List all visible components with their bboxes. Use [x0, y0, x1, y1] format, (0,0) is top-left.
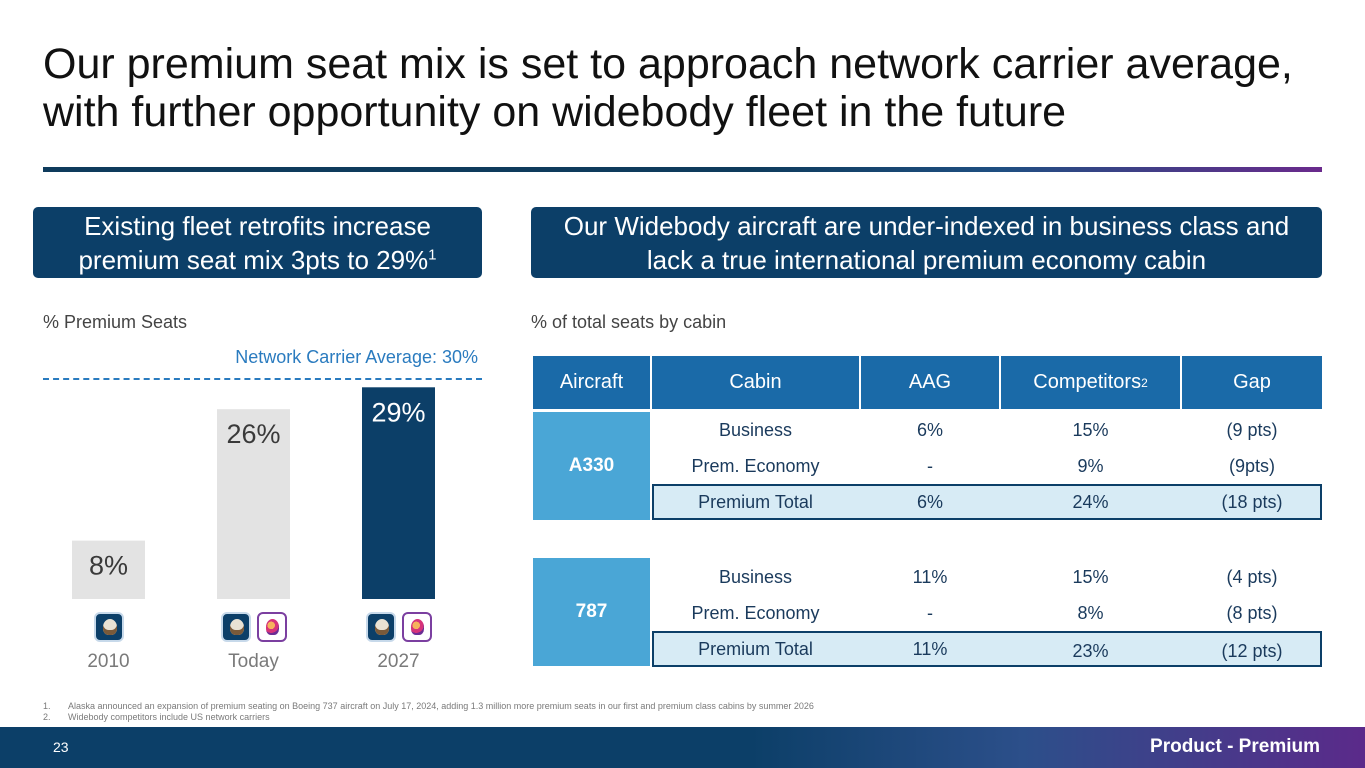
premium-seats-bar-chart: 8% 2010 26% Today 29% 2027: [72, 387, 435, 672]
title-divider: [43, 167, 1322, 172]
category-label-2027: 2027: [377, 651, 419, 672]
787-premium-total-aag: 11%: [912, 639, 948, 659]
header-cabin: Cabin: [652, 356, 859, 409]
header-competitors: Competitors 2: [1001, 356, 1180, 409]
right-heading-line-2: lack a true international premium econom…: [646, 245, 1207, 275]
footnote-1-number: 1.: [43, 701, 51, 711]
category-label-today: Today: [228, 651, 279, 672]
hawaiian-airlines-logo-icon: [401, 612, 432, 642]
network-average-label: Network Carrier Average: 30%: [235, 347, 478, 367]
787-business-cabin: Business: [718, 567, 793, 587]
hawaiian-airlines-logo-icon: [256, 612, 287, 642]
right-panel-heading: Our Widebody aircraft are under-indexed …: [531, 207, 1322, 278]
a330-premium-total-cabin: Premium Total: [698, 492, 813, 512]
a330-business-gap: (9 pts): [1226, 420, 1278, 440]
787-business-gap: (4 pts): [1226, 567, 1278, 587]
footnote-2: 2. Widebody competitors include US netwo…: [43, 712, 814, 723]
787-prem-economy-cabin: Prem. Economy: [691, 603, 820, 623]
787-premium-total-gap: (12 pts): [1221, 641, 1283, 661]
footnote-1: 1. Alaska announced an expansion of prem…: [43, 701, 814, 712]
bar-value-label-2027: 29%: [371, 397, 425, 427]
a330-premium-total-gap: (18 pts): [1221, 492, 1283, 512]
premium-seats-label: % Premium Seats: [43, 312, 188, 332]
787-prem-economy-aag: -: [927, 603, 933, 623]
787-business-competitors: 15%: [1072, 567, 1109, 587]
footnote-2-text: Widebody competitors include US network …: [68, 712, 270, 722]
footnote-1-text: Alaska announced an expansion of premium…: [68, 701, 814, 711]
a330-prem-economy-aag: -: [927, 456, 933, 476]
category-label-2010: 2010: [87, 651, 129, 672]
left-heading-line-2: premium seat mix 3pts to 29%: [78, 245, 429, 275]
a330-business-aag: 6%: [916, 420, 943, 440]
a330-prem-economy-competitors: 9%: [1077, 456, 1104, 476]
aircraft-a330: A330: [533, 412, 650, 520]
a330-premium-total-aag: 6%: [916, 492, 943, 512]
a330-premium-total-competitors: 24%: [1072, 492, 1109, 512]
footer-bar: 23 Product - Premium: [0, 727, 1365, 768]
787-premium-total-competitors: 23%: [1072, 641, 1109, 661]
787-premium-total-highlight: [652, 631, 1322, 667]
alaska-airlines-logo-icon: [365, 612, 396, 642]
787-business-aag: 11%: [912, 567, 948, 587]
787-premium-total-cabin: Premium Total: [698, 639, 813, 659]
left-panel-heading: Existing fleet retrofits increase premiu…: [33, 207, 482, 278]
left-heading-line-1: Existing fleet retrofits increase: [84, 211, 431, 241]
alaska-airlines-logo-icon: [93, 612, 124, 642]
header-competitors-label: Competitors: [1033, 371, 1142, 393]
footnotes: 1. Alaska announced an expansion of prem…: [43, 701, 814, 723]
bar-value-label-today: 26%: [226, 419, 280, 449]
header-gap: Gap: [1182, 356, 1322, 409]
left-heading-footnote-ref: 1: [428, 246, 437, 264]
page-number: 23: [53, 739, 69, 755]
a330-business-competitors: 15%: [1072, 420, 1109, 440]
cabin-seats-label: % of total seats by cabin: [531, 312, 727, 332]
alaska-airlines-logo-icon: [220, 612, 251, 642]
bar-today: [217, 409, 290, 599]
a330-prem-economy-cabin: Prem. Economy: [691, 456, 820, 476]
slide-title: Our premium seat mix is set to approach …: [43, 40, 1333, 136]
bar-value-label-2010: 8%: [89, 551, 128, 581]
section-tag: Product - Premium: [1150, 736, 1320, 757]
title-line-1: Our premium seat mix is set to approach …: [43, 40, 1293, 88]
a330-business-cabin: Business: [718, 420, 793, 440]
a330-prem-economy-gap: (9pts): [1228, 456, 1275, 476]
787-prem-economy-competitors: 8%: [1077, 603, 1104, 623]
footnote-2-number: 2.: [43, 712, 51, 722]
network-average-line: [43, 378, 482, 380]
header-aag: AAG: [861, 356, 999, 409]
787-prem-economy-gap: (8 pts): [1226, 603, 1278, 623]
title-line-2: with further opportunity on widebody fle…: [43, 88, 1067, 136]
right-heading-line-1: Our Widebody aircraft are under-indexed …: [563, 211, 1290, 241]
header-aircraft: Aircraft: [533, 356, 650, 409]
a330-premium-total-highlight: [652, 484, 1322, 520]
bar-2010: [72, 540, 145, 599]
aircraft-787: 787: [533, 558, 650, 666]
bar-2027: [362, 387, 435, 599]
